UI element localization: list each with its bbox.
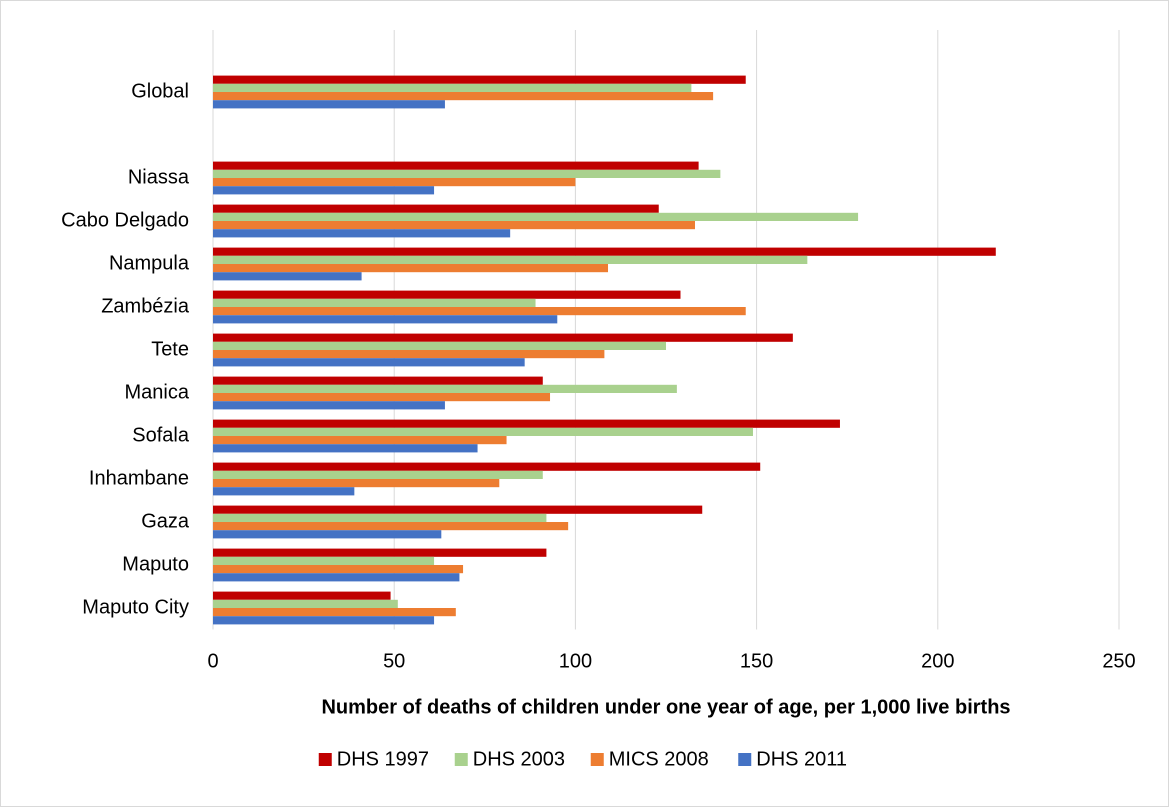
legend-swatch <box>590 753 604 766</box>
y-tick-label: Gaza <box>141 510 190 532</box>
y-tick-label: Sofala <box>132 424 190 446</box>
bar <box>213 333 793 342</box>
bar <box>213 100 445 109</box>
bar <box>213 221 695 230</box>
bar <box>213 358 525 367</box>
x-tick-label: 50 <box>383 650 405 672</box>
bar <box>213 427 753 436</box>
bar <box>213 505 703 514</box>
bar <box>213 393 551 402</box>
bar <box>213 487 355 496</box>
bar <box>213 75 746 84</box>
y-tick-label: Maputo City <box>82 596 189 618</box>
bar <box>213 255 808 264</box>
x-tick-label: 100 <box>559 650 592 672</box>
legend-swatch <box>318 753 332 766</box>
y-tick-label: Global <box>131 80 189 102</box>
bar <box>213 229 511 238</box>
legend-label: DHS 2003 <box>473 748 565 770</box>
bar <box>213 290 681 299</box>
y-tick-label: Zambézia <box>101 295 190 317</box>
bar <box>213 419 840 428</box>
bar <box>213 350 605 359</box>
bar <box>213 479 500 488</box>
y-tick-label: Manica <box>125 381 190 403</box>
legend-label: DHS 1997 <box>337 748 429 770</box>
bar <box>213 556 435 565</box>
x-tick-label: 0 <box>207 650 218 672</box>
bar <box>213 599 398 608</box>
bar <box>213 341 666 350</box>
x-tick-label: 200 <box>921 650 954 672</box>
bar <box>213 384 677 393</box>
bar <box>213 616 435 625</box>
y-tick-label: Tete <box>151 338 189 360</box>
bar <box>213 92 714 101</box>
bar <box>213 376 543 385</box>
bar <box>213 161 699 170</box>
bar <box>213 401 445 410</box>
bar <box>213 178 576 187</box>
bar <box>213 169 721 178</box>
y-tick-label: Maputo <box>122 553 189 575</box>
legend-swatch <box>454 753 468 766</box>
bar <box>213 548 547 557</box>
bar <box>213 608 456 617</box>
bar <box>213 272 362 281</box>
legend-label: MICS 2008 <box>609 748 709 770</box>
legend-swatch <box>738 753 752 766</box>
x-tick-label: 150 <box>740 650 773 672</box>
bar <box>213 264 609 273</box>
bar <box>213 315 558 324</box>
bar <box>213 444 478 453</box>
bar <box>213 470 543 479</box>
bar <box>213 436 507 445</box>
bar <box>213 83 692 92</box>
bar <box>213 298 536 307</box>
bar <box>213 462 761 471</box>
bar <box>213 186 435 195</box>
y-tick-label: Inhambane <box>89 467 189 489</box>
bar <box>213 530 442 539</box>
bar <box>213 565 464 574</box>
x-tick-label: 250 <box>1102 650 1135 672</box>
y-tick-label: Nampula <box>109 252 190 274</box>
bar <box>213 247 996 256</box>
bar <box>213 513 547 522</box>
legend-label: DHS 2011 <box>756 748 847 770</box>
bar <box>213 307 746 316</box>
bar <box>213 573 460 582</box>
bar <box>213 204 659 213</box>
y-tick-label: Niassa <box>128 166 190 188</box>
bar <box>213 591 391 600</box>
bar <box>213 522 569 531</box>
bar <box>213 212 859 221</box>
y-tick-label: Cabo Delgado <box>61 209 189 231</box>
x-axis-title: Number of deaths of children under one y… <box>321 696 1010 718</box>
